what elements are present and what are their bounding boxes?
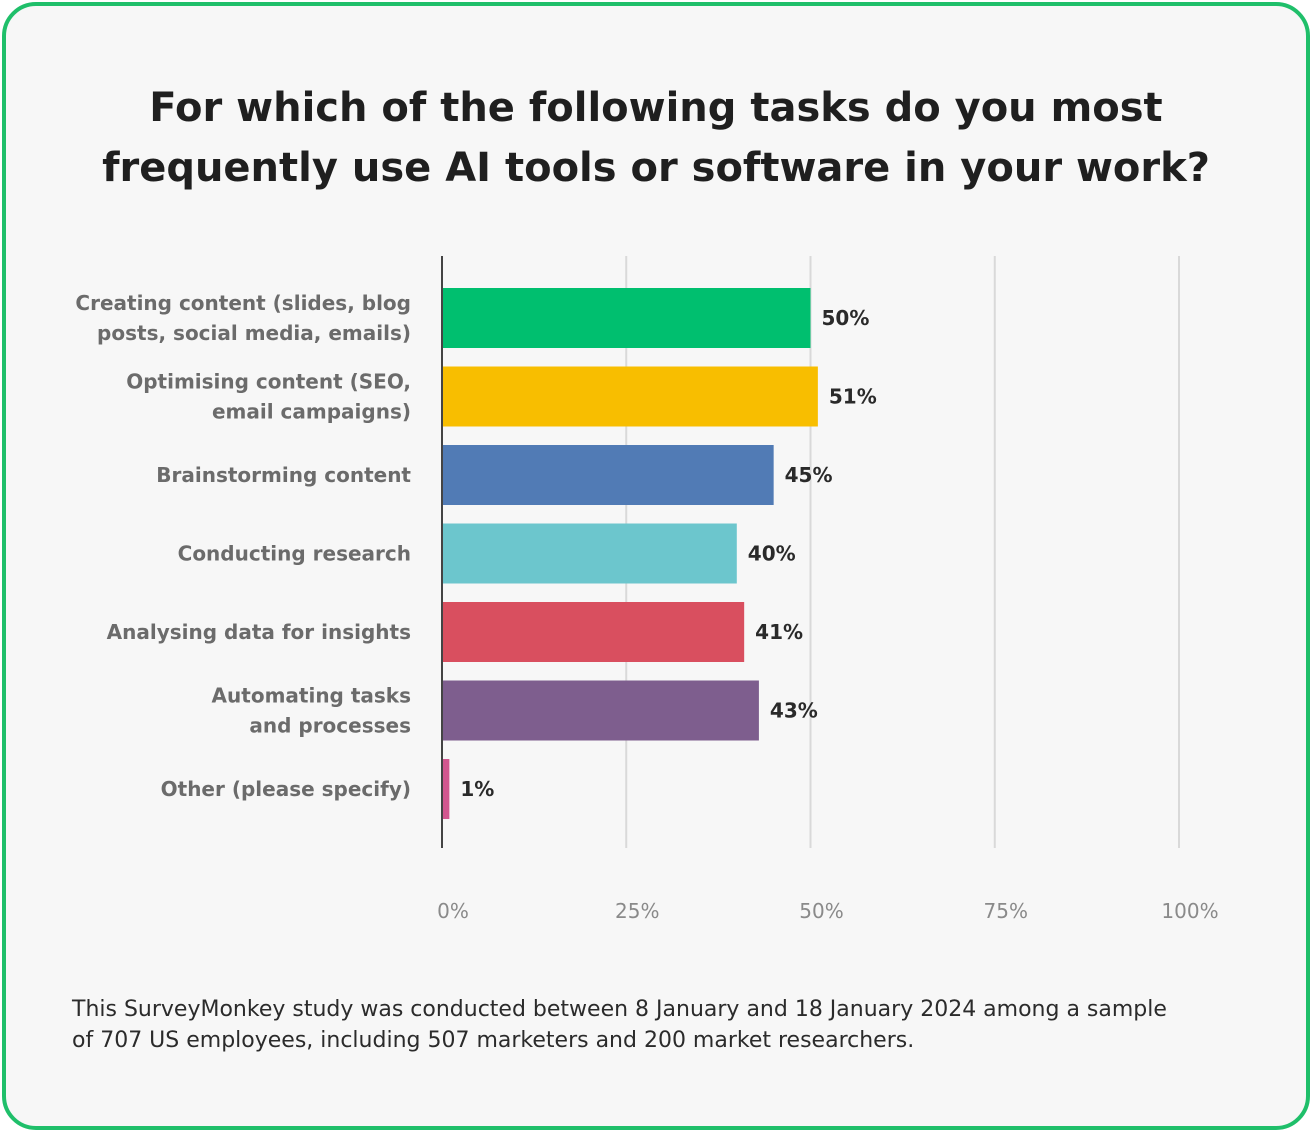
category-label: Optimising content (SEO,: [126, 370, 411, 394]
category-label: Analysing data for insights: [107, 620, 411, 644]
x-tick-label: 25%: [615, 899, 659, 923]
footnote: This SurveyMonkey study was conducted be…: [72, 994, 1252, 1056]
bar: [442, 523, 737, 584]
category-label: Automating tasks: [212, 684, 411, 708]
x-tick-label: 75%: [984, 899, 1028, 923]
value-label: 1%: [460, 777, 494, 801]
value-label: 50%: [822, 306, 870, 330]
category-label: Other (please specify): [161, 777, 411, 801]
x-tick-label: 100%: [1161, 899, 1218, 923]
chart-title-line-2: frequently use AI tools or software in y…: [102, 145, 1210, 191]
x-tick-label: 50%: [799, 899, 843, 923]
value-label: 45%: [785, 463, 833, 487]
x-tick-label: 0%: [437, 899, 469, 923]
bar: [442, 759, 450, 819]
chart-title: For which of the following tasks do you …: [0, 78, 1312, 198]
category-label: Creating content (slides, blog: [75, 291, 411, 315]
bar: [442, 288, 811, 348]
value-label: 43%: [770, 699, 818, 723]
footnote-line-2: of 707 US employees, including 507 marke…: [72, 1028, 915, 1053]
category-label: email campaigns): [212, 400, 411, 424]
bar: [442, 445, 774, 505]
value-label: 40%: [748, 542, 796, 566]
value-label: 41%: [755, 620, 803, 644]
category-label: Brainstorming content: [156, 463, 411, 487]
category-label: posts, social media, emails): [97, 321, 411, 345]
bar: [442, 602, 745, 662]
bar: [442, 366, 818, 427]
bar: [442, 680, 759, 741]
category-label: Conducting research: [178, 542, 411, 566]
footnote-line-1: This SurveyMonkey study was conducted be…: [72, 997, 1167, 1022]
chart-title-line-1: For which of the following tasks do you …: [149, 85, 1163, 131]
category-label: and processes: [249, 714, 411, 738]
value-label: 51%: [829, 385, 877, 409]
